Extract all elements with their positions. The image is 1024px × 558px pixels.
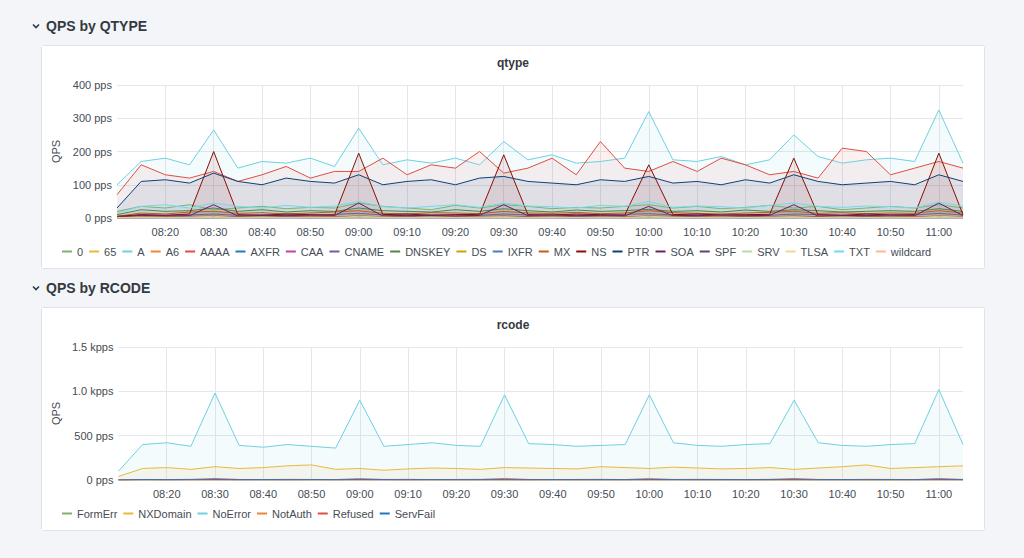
svg-text:A: A xyxy=(137,246,145,258)
svg-text:TLSA: TLSA xyxy=(801,246,829,258)
svg-text:09:40: 09:40 xyxy=(539,488,567,500)
svg-text:QPS: QPS xyxy=(50,140,62,163)
svg-text:SOA: SOA xyxy=(671,246,695,258)
svg-text:11:00: 11:00 xyxy=(925,226,952,238)
svg-text:wildcard: wildcard xyxy=(890,246,931,258)
svg-text:SRV: SRV xyxy=(757,246,780,258)
svg-text:10:00: 10:00 xyxy=(635,226,663,238)
svg-text:0: 0 xyxy=(77,246,83,258)
svg-text:10:40: 10:40 xyxy=(828,226,856,238)
svg-text:10:20: 10:20 xyxy=(732,488,760,500)
svg-text:08:20: 08:20 xyxy=(152,226,180,238)
svg-text:10:10: 10:10 xyxy=(684,488,712,500)
svg-text:CNAME: CNAME xyxy=(344,246,384,258)
svg-text:09:00: 09:00 xyxy=(346,488,374,500)
svg-text:qtype: qtype xyxy=(497,56,529,70)
svg-text:09:10: 09:10 xyxy=(394,488,422,500)
svg-text:10:00: 10:00 xyxy=(636,488,664,500)
svg-text:08:20: 08:20 xyxy=(153,488,181,500)
svg-text:09:30: 09:30 xyxy=(490,226,518,238)
svg-text:10:50: 10:50 xyxy=(877,226,905,238)
svg-text:NXDomain: NXDomain xyxy=(138,508,191,520)
svg-text:1.0 kpps: 1.0 kpps xyxy=(72,385,114,397)
svg-text:400 pps: 400 pps xyxy=(73,79,113,91)
svg-text:09:00: 09:00 xyxy=(345,226,373,238)
svg-text:10:30: 10:30 xyxy=(780,226,808,238)
svg-text:10:30: 10:30 xyxy=(780,488,808,500)
svg-text:09:50: 09:50 xyxy=(587,226,615,238)
svg-text:11:00: 11:00 xyxy=(926,488,953,500)
svg-text:Refused: Refused xyxy=(333,508,374,520)
svg-text:08:50: 08:50 xyxy=(297,226,325,238)
svg-text:09:50: 09:50 xyxy=(587,488,615,500)
svg-text:CAA: CAA xyxy=(301,246,324,258)
svg-text:09:20: 09:20 xyxy=(442,226,470,238)
svg-text:A6: A6 xyxy=(166,246,179,258)
svg-text:NS: NS xyxy=(591,246,606,258)
svg-text:PTR: PTR xyxy=(628,246,650,258)
svg-text:09:30: 09:30 xyxy=(491,488,519,500)
svg-text:08:30: 08:30 xyxy=(200,226,228,238)
svg-text:DS: DS xyxy=(471,246,486,258)
svg-text:DNSKEY: DNSKEY xyxy=(405,246,451,258)
html-text:QPS by RCODE: QPS by RCODE xyxy=(46,280,151,296)
svg-text:1.5 kpps: 1.5 kpps xyxy=(72,341,114,353)
svg-text:MX: MX xyxy=(554,246,571,258)
svg-text:ServFail: ServFail xyxy=(395,508,435,520)
svg-text:10:40: 10:40 xyxy=(829,488,857,500)
svg-text:rcode: rcode xyxy=(497,318,530,332)
svg-text:NotAuth: NotAuth xyxy=(272,508,312,520)
svg-text:0 pps: 0 pps xyxy=(85,212,112,224)
svg-text:65: 65 xyxy=(104,246,116,258)
svg-text:08:50: 08:50 xyxy=(298,488,326,500)
svg-text:QPS: QPS xyxy=(50,402,62,425)
svg-text:10:20: 10:20 xyxy=(732,226,760,238)
svg-text:10:10: 10:10 xyxy=(683,226,711,238)
svg-text:AXFR: AXFR xyxy=(250,246,279,258)
svg-text:08:40: 08:40 xyxy=(249,488,277,500)
svg-text:FormErr: FormErr xyxy=(77,508,118,520)
svg-text:200 pps: 200 pps xyxy=(73,146,113,158)
svg-text:09:20: 09:20 xyxy=(443,488,471,500)
svg-text:0 pps: 0 pps xyxy=(87,474,114,486)
svg-text:NoError: NoError xyxy=(213,508,252,520)
svg-text:10:50: 10:50 xyxy=(877,488,905,500)
svg-text:500 pps: 500 pps xyxy=(74,430,114,442)
svg-text:300 pps: 300 pps xyxy=(73,112,113,124)
svg-text:SPF: SPF xyxy=(715,246,737,258)
svg-text:100 pps: 100 pps xyxy=(73,179,113,191)
svg-text:08:30: 08:30 xyxy=(201,488,229,500)
svg-text:09:40: 09:40 xyxy=(538,226,566,238)
html-text:QPS by QTYPE: QPS by QTYPE xyxy=(46,18,148,34)
svg-text:AAAA: AAAA xyxy=(200,246,230,258)
svg-text:IXFR: IXFR xyxy=(508,246,533,258)
svg-text:08:40: 08:40 xyxy=(248,226,276,238)
svg-text:TXT: TXT xyxy=(849,246,870,258)
svg-text:09:10: 09:10 xyxy=(393,226,421,238)
